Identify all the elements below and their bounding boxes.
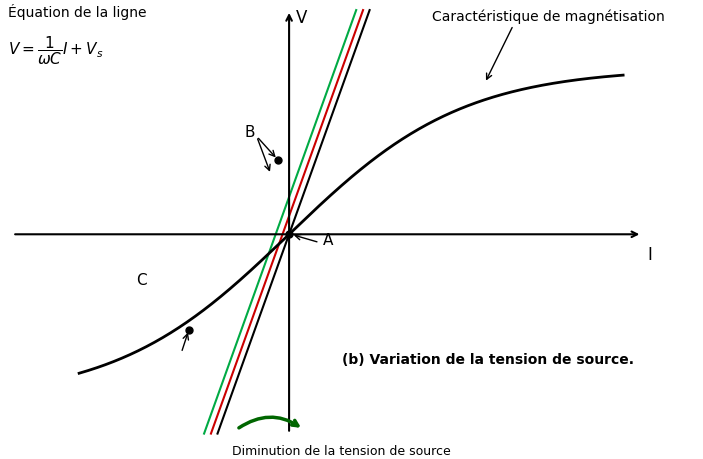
Text: Équation de la ligne: Équation de la ligne	[8, 5, 146, 20]
Text: I: I	[647, 246, 652, 263]
Text: V: V	[296, 9, 307, 28]
Text: A: A	[323, 233, 333, 248]
Text: $V = \dfrac{1}{\omega C}I + V_s$: $V = \dfrac{1}{\omega C}I + V_s$	[8, 34, 103, 67]
Text: (b) Variation de la tension de source.: (b) Variation de la tension de source.	[342, 352, 633, 366]
Text: Diminution de la tension de source: Diminution de la tension de source	[232, 443, 451, 457]
Text: Caractéristique de magnétisation: Caractéristique de magnétisation	[432, 9, 665, 24]
Text: C: C	[136, 273, 147, 287]
Text: B: B	[244, 125, 254, 140]
